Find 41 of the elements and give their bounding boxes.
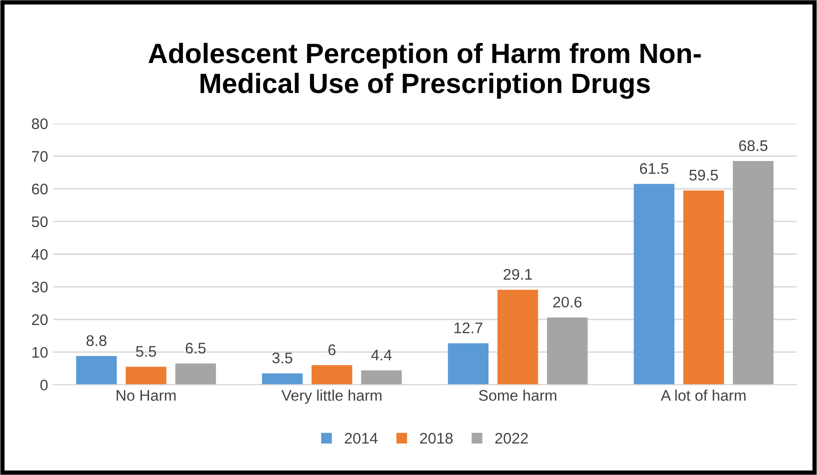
bar [76,356,117,385]
data-label: 61.5 [640,163,668,174]
bar [732,161,774,385]
bar [683,190,724,385]
y-tick-label: 70 [32,151,48,162]
legend-label: 2022 [495,432,528,444]
bar [312,365,352,385]
y-tick-label: 50 [32,216,48,228]
bar [175,364,216,385]
data-label: 68.5 [739,140,768,152]
y-tick-label: 40 [32,248,48,260]
y-tick-label: 60 [32,184,48,194]
data-label: 4.4 [371,350,392,360]
data-label: 20.6 [553,296,582,308]
data-label: 6.5 [186,342,206,354]
y-tick-label: 30 [32,282,48,292]
x-tick-label: No Harm [116,390,176,401]
bar [497,290,538,385]
bar [126,366,166,385]
data-label: 12.7 [454,322,482,334]
bar [547,317,588,385]
bar [262,373,303,385]
bar [361,370,402,385]
y-tick-label: 20 [32,314,48,326]
data-label: 29.1 [504,268,532,280]
y-tick-label: 10 [32,346,48,358]
data-label: 5.5 [136,346,156,357]
legend-label: 2018 [420,432,453,444]
y-tick-label: 0 [40,380,48,390]
data-label: 59.5 [689,170,718,180]
legend-label: 2014 [344,432,378,444]
bar [448,343,489,385]
bar [634,184,674,385]
chart-title: Adolescent Perception of Harm from Non- Medical Use of Prescription Drugs [148,42,701,99]
x-tick-label: Some harm [478,390,556,401]
data-label: 8.8 [86,335,106,346]
data-label: 6 [328,344,336,356]
x-tick-label: Very little harm [281,390,382,404]
x-tick-label: A lot of harm [660,390,746,401]
data-label: 3.5 [272,352,292,364]
y-tick-label: 80 [32,118,48,130]
